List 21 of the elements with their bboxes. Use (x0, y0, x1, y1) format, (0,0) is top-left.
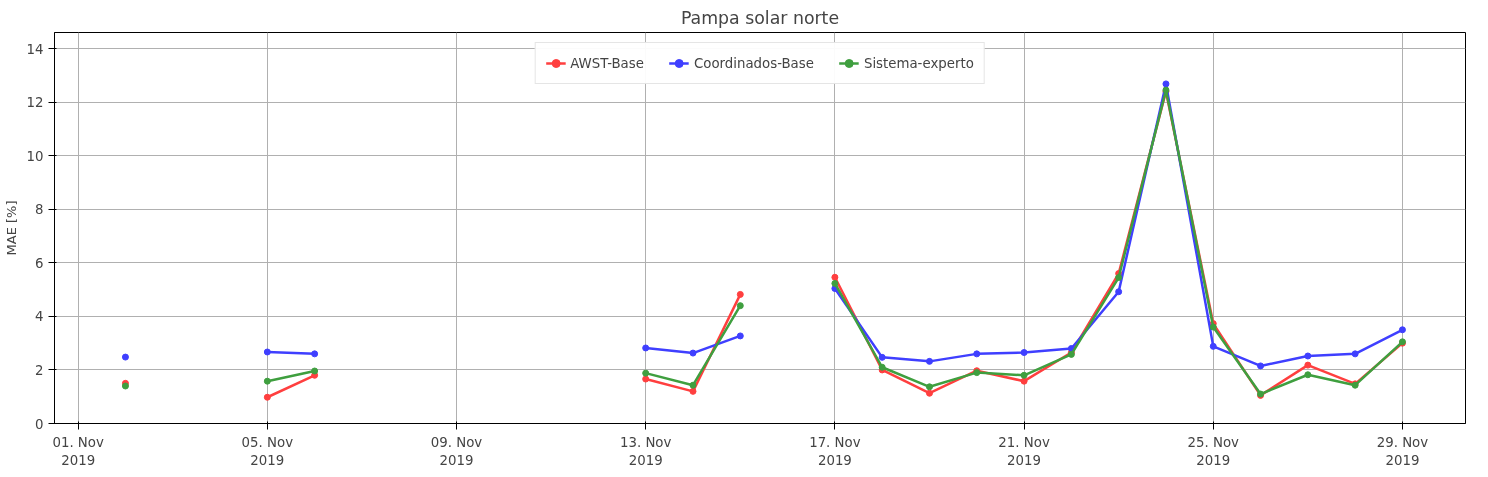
x-tick-label: 25. Nov 2019 (1187, 434, 1240, 468)
x-tick-label: 29. Nov 2019 (1376, 434, 1429, 468)
chart-title: Pampa solar norte (680, 7, 840, 28)
y-tick-label: 0 (35, 416, 44, 432)
legend-label: Sistema-experto (863, 55, 974, 71)
legend-label: AWST-Base (570, 55, 644, 71)
x-tick-label: 09. Nov 2019 (430, 434, 483, 468)
y-axis-title: MAE [%] (3, 200, 19, 256)
y-tick-label: 14 (26, 41, 44, 57)
y-tick-label: 10 (26, 148, 44, 164)
x-tick-label: 17. Nov 2019 (809, 434, 861, 468)
y-tick-label: 6 (35, 255, 44, 271)
legend-label: Coordinados-Base (693, 55, 814, 71)
y-tick-label: 2 (35, 362, 44, 378)
y-tick-label: 4 (35, 309, 44, 325)
x-tick-label: 05. Nov 2019 (241, 434, 294, 468)
y-tick-label: 8 (35, 202, 44, 218)
x-tick-label: 21. Nov 2019 (998, 434, 1050, 468)
y-tick-label: 12 (26, 95, 44, 111)
x-tick-label: 01. Nov 2019 (52, 434, 104, 468)
x-tick-label: 13. Nov 2019 (619, 434, 672, 468)
